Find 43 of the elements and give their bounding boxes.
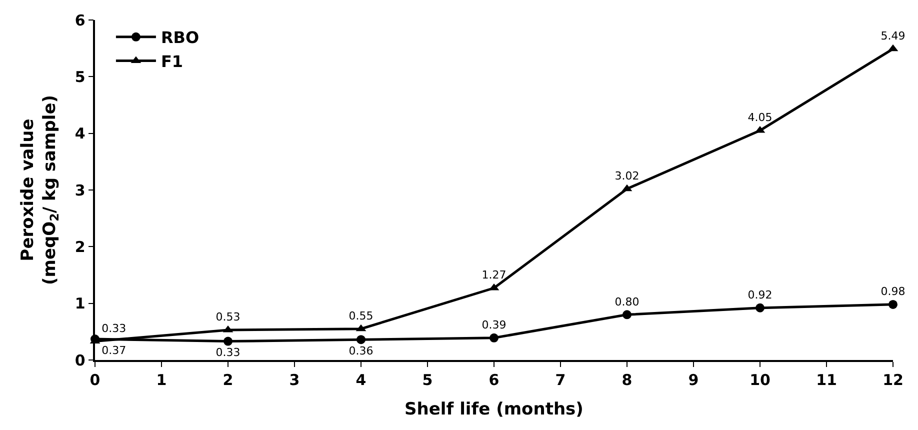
data-label: 0.55 — [348, 309, 374, 322]
y-tick-label: 3 — [74, 181, 86, 200]
y-tick-label: 2 — [74, 238, 86, 256]
point — [756, 303, 764, 312]
point — [622, 310, 632, 320]
point — [356, 335, 366, 344]
data-label: 0.53 — [216, 310, 240, 324]
x-tick-label: 10 — [750, 370, 770, 389]
data-label: 0.92 — [748, 288, 772, 302]
legend-label: RBO — [160, 28, 200, 48]
y-tick-label: 0 — [74, 351, 86, 370]
data-label: 4.05 — [748, 111, 772, 124]
y-tick-label: 4 — [74, 124, 86, 143]
x-tick-label: 11 — [816, 370, 837, 389]
x-tick-label: 3 — [289, 370, 300, 389]
point — [888, 300, 898, 309]
point — [224, 336, 232, 346]
data-label: 0.98 — [880, 285, 906, 298]
y-tick-label: 1 — [74, 294, 86, 313]
data-label: 0.33 — [102, 322, 126, 335]
data-label: 1.27 — [482, 268, 506, 282]
x-tick-label: 0 — [90, 370, 100, 389]
x-tick-label: 8 — [622, 370, 632, 389]
data-label: 5.49 — [880, 30, 906, 43]
data-label: 0.80 — [614, 295, 640, 308]
data-label: 0.37 — [102, 344, 126, 357]
x-tick-label: 2 — [222, 370, 234, 389]
x-tick-label: 5 — [422, 370, 433, 389]
x-tick-label: 9 — [688, 370, 699, 389]
data-label: 3.02 — [614, 169, 640, 182]
x-tick-label: 12 — [882, 370, 904, 389]
x-axis-title: Shelf life (months) — [404, 400, 584, 420]
x-tick-label: 7 — [555, 370, 566, 389]
y-tick-label: 6 — [74, 11, 86, 30]
x-tick-label: 4 — [356, 370, 366, 389]
x-tick-label: 1 — [156, 370, 167, 389]
data-label: 0.33 — [216, 346, 240, 360]
x-tick-label: 6 — [488, 370, 500, 389]
legend-label: F1 — [160, 52, 184, 71]
data-label: 0.36 — [348, 344, 374, 358]
data-label: 0.39 — [482, 318, 506, 332]
point — [490, 333, 498, 342]
y-tick-label: 5 — [74, 68, 86, 86]
